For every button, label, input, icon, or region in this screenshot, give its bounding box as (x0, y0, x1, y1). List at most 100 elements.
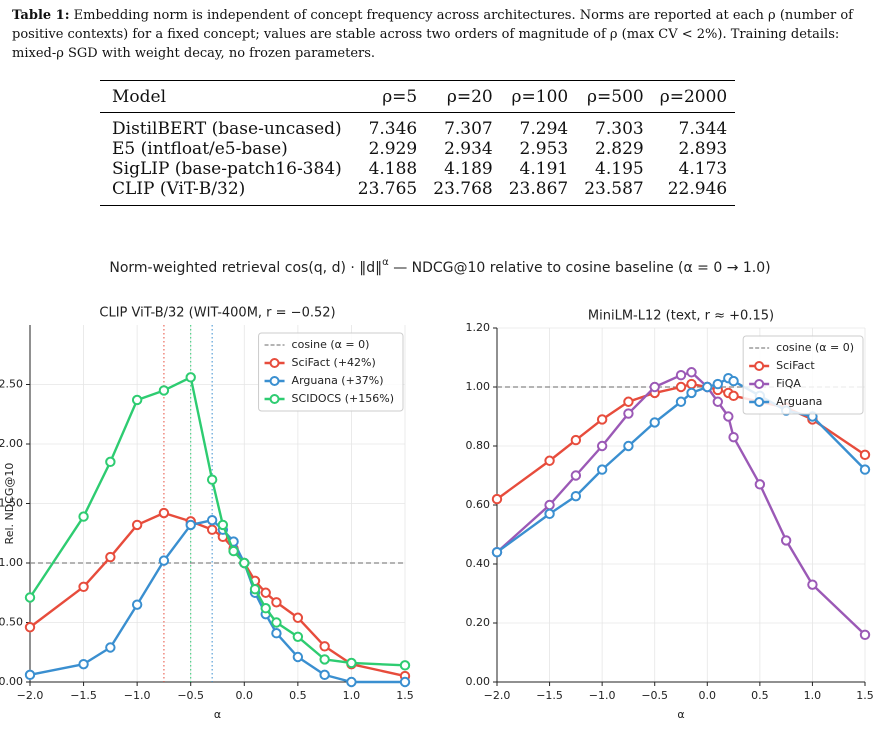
table-row: DistilBERT (base-uncased) 7.346 7.307 7.294… (100, 113, 735, 140)
point (570, 490, 582, 502)
point (596, 464, 608, 475)
y-tick-label: 2.00 (0, 437, 23, 450)
figure-title-part: Norm-weighted retrieval cos(q, d) · ‖d‖ (109, 260, 382, 276)
point (271, 597, 282, 608)
x-tick-label: −0.5 (177, 689, 204, 702)
norm-value: 4.195 (595, 159, 644, 179)
legend-label: SciFact (+42%) (292, 356, 376, 369)
point (319, 641, 330, 652)
point (399, 660, 411, 671)
column-header: ρ=20 (425, 80, 501, 113)
x-axis-label: α (214, 708, 221, 721)
x-tick-label: −2.0 (484, 689, 511, 702)
point (544, 499, 555, 511)
x-tick-label: −1.5 (536, 689, 563, 702)
norm-value: 22.946 (651, 179, 736, 206)
point (649, 417, 660, 428)
y-tick-label: 1.50 (0, 497, 23, 510)
point (292, 651, 304, 663)
series-line (496, 371, 866, 636)
legend-label: cosine (α = 0) (292, 338, 370, 351)
norm-value: 7.307 (444, 119, 493, 139)
y-tick-label: 0.60 (466, 498, 491, 511)
point (623, 408, 634, 419)
point (185, 372, 196, 383)
x-tick-label: 1.0 (343, 689, 361, 702)
x-tick-label: 0.5 (289, 689, 307, 702)
point (206, 514, 218, 526)
norm-value: 4.189 (444, 159, 493, 179)
point (807, 579, 818, 590)
legend-marker (754, 361, 765, 371)
legend-label: SciFact (776, 359, 815, 372)
point (24, 622, 36, 633)
point (544, 508, 555, 520)
point (859, 464, 871, 475)
x-tick-label: −1.0 (124, 689, 151, 702)
norm-value: 2.953 (519, 139, 569, 159)
point (728, 431, 739, 443)
x-tick-label: 1.5 (396, 689, 414, 702)
legend-label: Arguana (+37%) (292, 374, 384, 387)
x-tick-label: −1.0 (589, 689, 616, 702)
legend-marker (269, 358, 280, 368)
point (131, 519, 143, 531)
y-tick-label: 0.40 (466, 557, 491, 570)
point (78, 658, 89, 670)
point (158, 385, 170, 396)
legend-marker (269, 394, 280, 404)
point (249, 583, 261, 595)
legend-label: FiQA (776, 377, 801, 390)
table-row: E5 (intfloat/e5-base) 2.929 2.934 2.953 2.82… (100, 139, 735, 159)
caption-text: Embedding norm is independent of concept… (12, 8, 853, 61)
norm-value: 7.294 (519, 119, 569, 139)
point (649, 381, 660, 393)
point (712, 396, 723, 407)
point (544, 455, 555, 466)
y-tick-label: 1.00 (0, 556, 23, 569)
norm-value: 23.768 (425, 179, 501, 206)
y-tick-label: 0.00 (0, 675, 23, 688)
point (675, 396, 687, 407)
legend-marker (754, 397, 765, 407)
point (217, 519, 229, 531)
point (728, 375, 739, 387)
norm-value: 7.346 (368, 119, 418, 139)
y-axis-label: Rel. NDCG@10 (3, 463, 16, 545)
point (346, 657, 357, 669)
legend-label: cosine (α = 0) (776, 341, 854, 354)
point (228, 545, 239, 557)
norm-value: 7.344 (678, 119, 728, 139)
point (271, 617, 282, 628)
model-name: DistilBERT (base-uncased) (112, 119, 342, 139)
x-tick-label: 1.0 (804, 689, 822, 702)
point (105, 456, 116, 468)
x-tick-label: 0.0 (699, 689, 717, 702)
x-tick-label: 1.5 (856, 689, 874, 702)
x-tick-label: −2.0 (17, 689, 44, 702)
norm-value: 2.929 (368, 139, 418, 159)
legend: cosine (α = 0) SciFact (+42%) Arguana (+37… (258, 332, 404, 412)
point (596, 414, 608, 425)
point (675, 370, 687, 381)
point (158, 507, 170, 519)
chart-title: MiniLM-L12 (text, r ≈ +0.15) (588, 309, 774, 324)
x-tick-label: 0.0 (236, 689, 254, 702)
norm-value: 23.587 (576, 179, 652, 206)
figure-title-part: — NDCG@10 relative to cosine baseline (α… (389, 260, 771, 276)
point (131, 599, 143, 610)
point (859, 629, 871, 640)
x-tick-label: −1.5 (70, 689, 97, 702)
model-name: E5 (intfloat/e5-base) (112, 139, 288, 159)
point (712, 378, 723, 390)
point (185, 519, 196, 531)
column-header: ρ=2000 (651, 80, 736, 113)
point (24, 669, 36, 681)
legend-box (742, 335, 864, 415)
x-tick-label: 0.5 (751, 689, 769, 702)
point (271, 628, 282, 639)
chart-title: CLIP ViT-B/32 (WIT-400M, r = −0.52) (99, 306, 335, 321)
point (623, 396, 634, 407)
